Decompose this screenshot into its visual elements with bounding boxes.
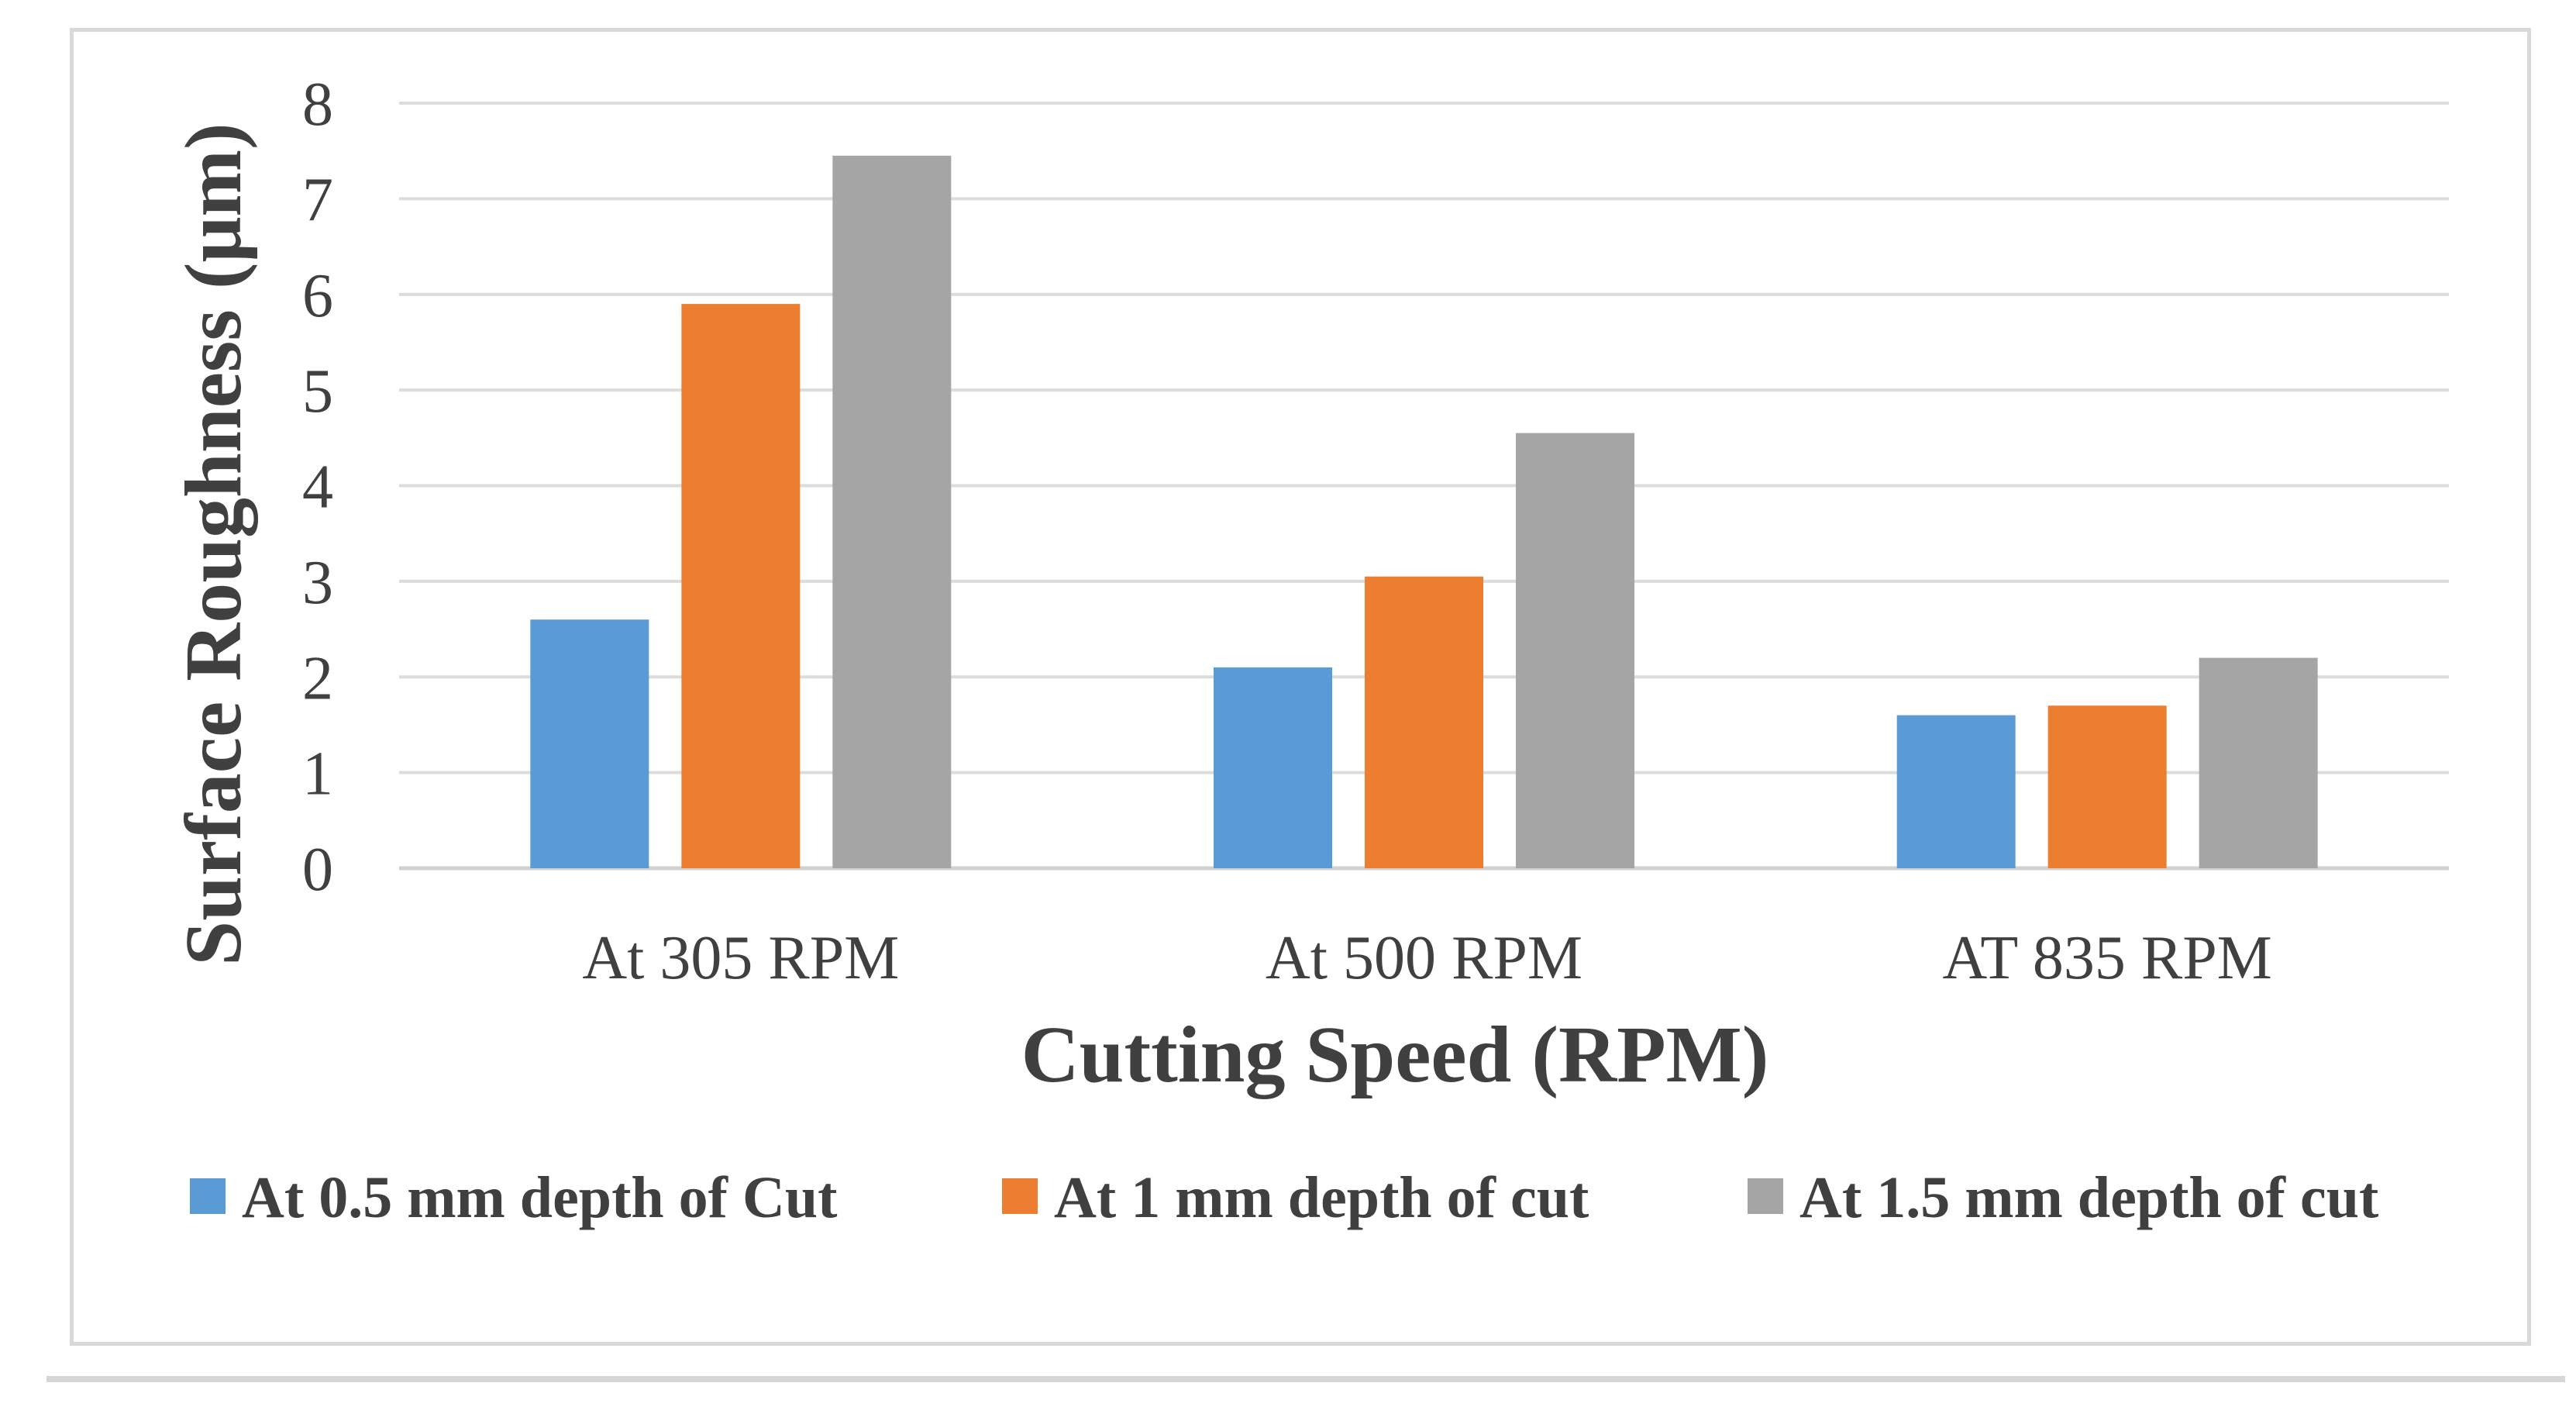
y-tick-label: 1 bbox=[302, 740, 333, 809]
y-axis-ticks: 0 1 2 3 4 5 6 7 8 bbox=[302, 71, 333, 904]
bottom-divider bbox=[46, 1376, 2565, 1382]
y-tick-label: 4 bbox=[302, 453, 333, 522]
bar-1-1 bbox=[530, 619, 649, 868]
bar-3-2 bbox=[1516, 433, 1634, 868]
bar-1-3 bbox=[1896, 715, 2016, 868]
y-tick-label: 6 bbox=[302, 262, 333, 330]
y-tick-label: 2 bbox=[302, 644, 333, 712]
legend-label: At 1 mm depth of cut bbox=[1054, 1165, 1589, 1230]
legend-swatch bbox=[1002, 1178, 1038, 1214]
y-tick-label: 5 bbox=[302, 357, 333, 426]
bar-2-3 bbox=[2047, 705, 2167, 868]
x-tick-label: AT 835 RPM bbox=[1943, 924, 2272, 992]
legend-label: At 0.5 mm depth of Cut bbox=[242, 1165, 837, 1230]
x-axis-ticks: At 305 RPM At 500 RPM AT 835 RPM bbox=[582, 924, 2271, 992]
bars bbox=[530, 155, 2318, 868]
y-tick-label: 0 bbox=[302, 836, 333, 904]
legend-label: At 1.5 mm depth of cut bbox=[1799, 1165, 2378, 1230]
legend-swatch bbox=[190, 1178, 226, 1214]
bar-1-2 bbox=[1214, 667, 1332, 868]
y-axis-title: Surface Roughness (μm) bbox=[169, 122, 258, 965]
bar-2-1 bbox=[681, 304, 801, 868]
x-axis-title: Cutting Speed (RPM) bbox=[1021, 1010, 1769, 1099]
legend-swatch bbox=[1748, 1178, 1783, 1214]
bar-3-1 bbox=[832, 155, 952, 868]
x-tick-label: At 500 RPM bbox=[1266, 924, 1582, 992]
bar-3-3 bbox=[2199, 657, 2318, 868]
x-tick-label: At 305 RPM bbox=[582, 924, 899, 992]
y-tick-label: 3 bbox=[302, 549, 333, 617]
y-tick-label: 7 bbox=[302, 166, 333, 234]
bar-2-2 bbox=[1365, 576, 1483, 868]
y-tick-label: 8 bbox=[302, 71, 333, 139]
legend: At 0.5 mm depth of Cut At 1 mm depth of c… bbox=[190, 1165, 2378, 1230]
